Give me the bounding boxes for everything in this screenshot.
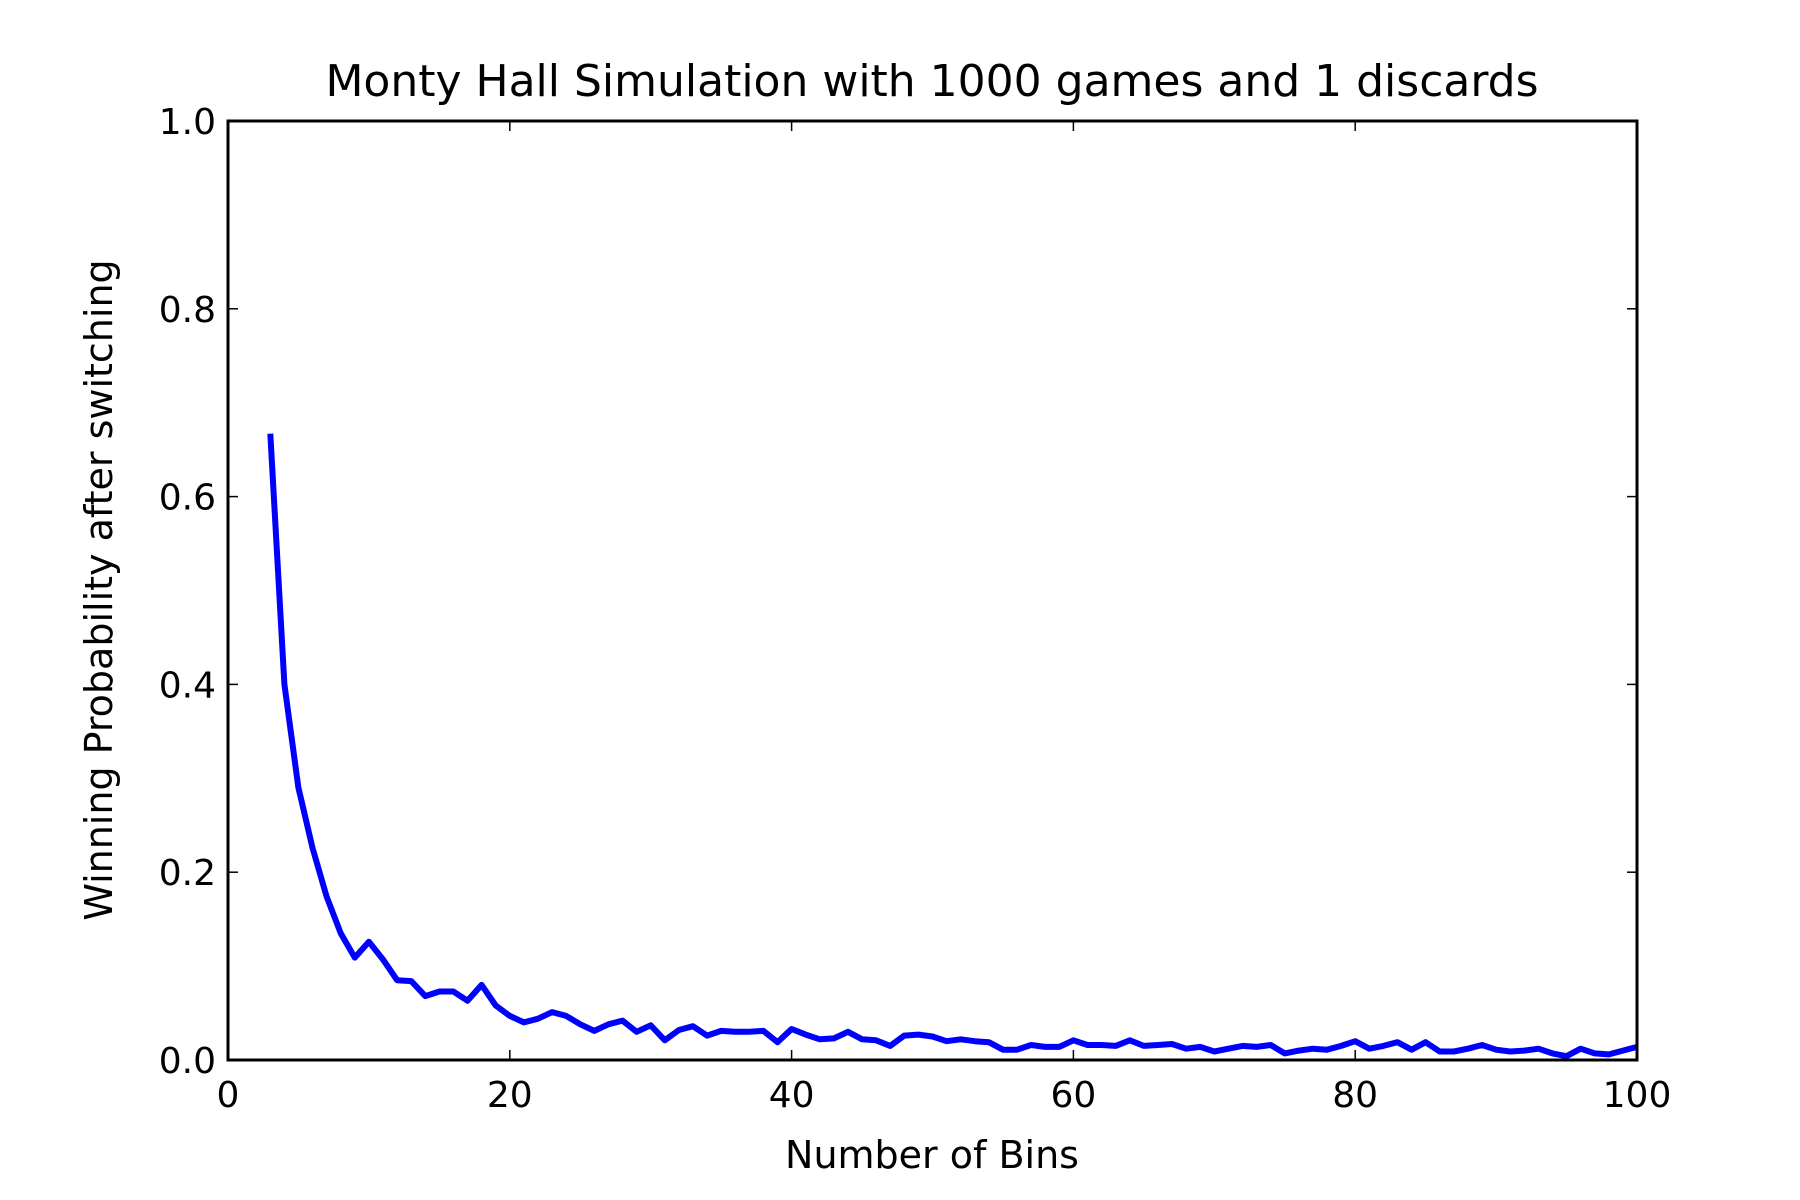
plot-area <box>267 433 1638 1060</box>
y-axis-label: Winning Probability after switching <box>77 259 121 920</box>
y-tick-label: 0.4 <box>159 665 216 706</box>
y-tick-label: 0.8 <box>159 290 216 331</box>
y-tick-label: 1.0 <box>159 102 216 143</box>
x-tick-label: 80 <box>1332 1075 1378 1116</box>
y-tick-label: 0.0 <box>159 1041 216 1082</box>
x-tick-label: 60 <box>1050 1075 1096 1116</box>
axes-frame <box>226 119 1639 1062</box>
y-tick-label: 0.2 <box>159 853 216 894</box>
x-tick-label: 40 <box>769 1075 815 1116</box>
x-tick-label: 20 <box>487 1075 533 1116</box>
x-tick-label: 0 <box>217 1075 240 1116</box>
x-axis-label: Number of Bins <box>785 1133 1079 1177</box>
y-tick-label: 0.6 <box>159 478 216 519</box>
x-tick-label: 100 <box>1603 1075 1672 1116</box>
series-line <box>267 433 1638 1060</box>
ticks: 0 20 40 60 80 100 0.0 0.2 0.4 0.6 0.8 1.0 <box>159 102 1672 1116</box>
chart-title: Monty Hall Simulation with 1000 games an… <box>325 56 1538 107</box>
